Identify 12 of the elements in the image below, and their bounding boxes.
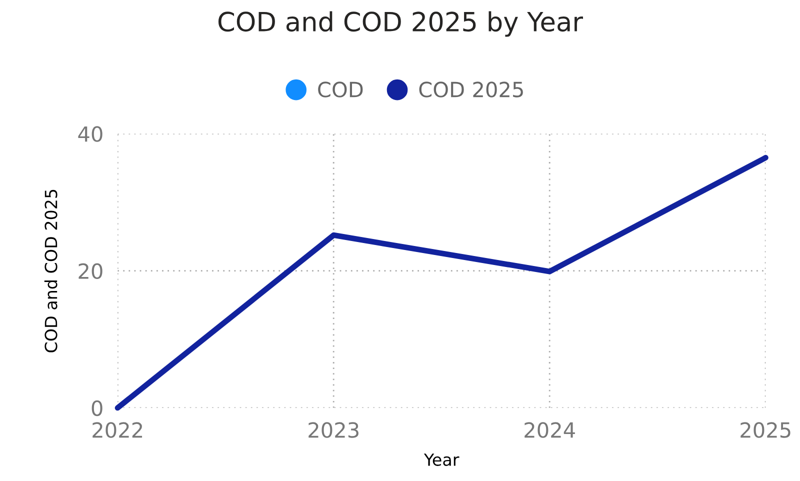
- y-tick-label: 20: [78, 263, 102, 280]
- x-tick-label: 2024: [524, 422, 575, 438]
- y-tick-label: 0: [92, 400, 102, 416]
- y-tick-label: 40: [78, 126, 102, 142]
- x-tick-label: 2023: [308, 422, 358, 438]
- legend-label: COD 2025: [419, 82, 523, 98]
- x-axis-title: Year: [424, 454, 460, 466]
- x-tick-label: 2025: [740, 422, 790, 438]
- y-axis-title: COD and COD 2025: [44, 190, 58, 352]
- x-tick-label: 2022: [92, 422, 142, 438]
- chart-title: COD and COD 2025 by Year: [218, 11, 584, 37]
- legend-label: COD: [318, 82, 363, 98]
